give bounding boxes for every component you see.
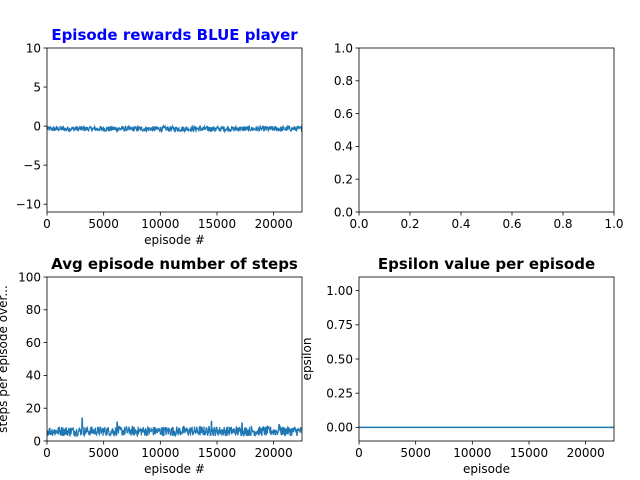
- chart-title: Avg episode number of steps: [51, 255, 298, 273]
- series-line: [47, 123, 302, 134]
- chart-title: Epsilon value per episode: [378, 255, 595, 273]
- x-tick-label: 20000: [255, 446, 293, 460]
- y-tick-label: 1.00: [326, 284, 353, 298]
- y-tick-label: 100: [18, 270, 41, 284]
- x-tick-label: 0: [43, 217, 51, 231]
- y-tick-label: 80: [26, 303, 41, 317]
- series-line: [47, 417, 302, 438]
- y-tick-label: 0.6: [334, 107, 353, 121]
- y-tick-label: −5: [23, 158, 41, 172]
- y-tick-label: 0.00: [326, 421, 353, 435]
- x-tick-label: 15000: [510, 446, 548, 460]
- subplot-empty: 0.0 0.2 0.4 0.6 0.8 1.0 0.0 0.2 0.4 0.6 0.8 1.0: [334, 41, 624, 231]
- x-tick-label: 20000: [567, 446, 605, 460]
- y-axis-label: steps per episode over...: [0, 285, 10, 433]
- y-tick-label: 0: [33, 434, 41, 448]
- y-tick-label: 20: [26, 402, 41, 416]
- x-tick-label: 0.0: [349, 217, 368, 231]
- y-axis-label: epsilon: [300, 338, 314, 381]
- x-axis-label: episode: [463, 462, 510, 476]
- y-tick-label: 5: [33, 80, 41, 94]
- subplot-steps: 0 5000 10000 15000 20000 0 20 40 60 80 100 Avg epis…: [0, 255, 303, 476]
- y-tick-label: 40: [26, 369, 41, 383]
- x-tick-label: 10000: [453, 446, 491, 460]
- x-tick-label: 10000: [141, 217, 179, 231]
- axes-frame: [46, 276, 303, 442]
- y-tick-label: 0.8: [334, 74, 353, 88]
- x-tick-label: 0: [355, 446, 363, 460]
- subplot-rewards: 0 5000 10000 15000 20000 −10 −5 0 5 10 Episode rew…: [16, 26, 303, 247]
- y-tick-label: 60: [26, 336, 41, 350]
- x-tick-label: 10000: [141, 446, 179, 460]
- x-tick-label: 0: [43, 446, 51, 460]
- y-tick-label: −10: [16, 197, 41, 211]
- series-group: [47, 417, 302, 438]
- y-tick-label: 0.2: [334, 173, 353, 187]
- subplot-epsilon: 0 5000 10000 15000 20000 0.00 0.25 0.50 0.75 1.00…: [300, 255, 615, 476]
- y-tick-label: 0.50: [326, 352, 353, 366]
- axes-frame: [358, 47, 615, 213]
- x-tick-label: 0.2: [400, 217, 419, 231]
- y-tick-label: 0: [33, 119, 41, 133]
- x-tick-label: 0.4: [451, 217, 470, 231]
- x-tick-label: 5000: [400, 446, 431, 460]
- y-tick-label: 0.0: [334, 205, 353, 219]
- x-axis-label: episode #: [144, 462, 205, 476]
- x-tick-label: 5000: [88, 217, 119, 231]
- x-tick-label: 15000: [198, 217, 236, 231]
- x-tick-label: 0.8: [553, 217, 572, 231]
- x-tick-label: 0.6: [502, 217, 521, 231]
- x-tick-label: 20000: [255, 217, 293, 231]
- series-group: [47, 123, 302, 134]
- y-tick-label: 0.75: [326, 318, 353, 332]
- axes-frame: [46, 47, 303, 213]
- chart-title: Episode rewards BLUE player: [51, 26, 298, 44]
- x-tick-label: 15000: [198, 446, 236, 460]
- y-tick-label: 10: [26, 41, 41, 55]
- x-axis-label: episode #: [144, 233, 205, 247]
- y-tick-label: 0.4: [334, 140, 353, 154]
- x-tick-label: 5000: [88, 446, 119, 460]
- x-tick-label: 1.0: [604, 217, 623, 231]
- y-tick-label: 0.25: [326, 386, 353, 400]
- axes-frame: [358, 276, 615, 442]
- y-tick-label: 1.0: [334, 41, 353, 55]
